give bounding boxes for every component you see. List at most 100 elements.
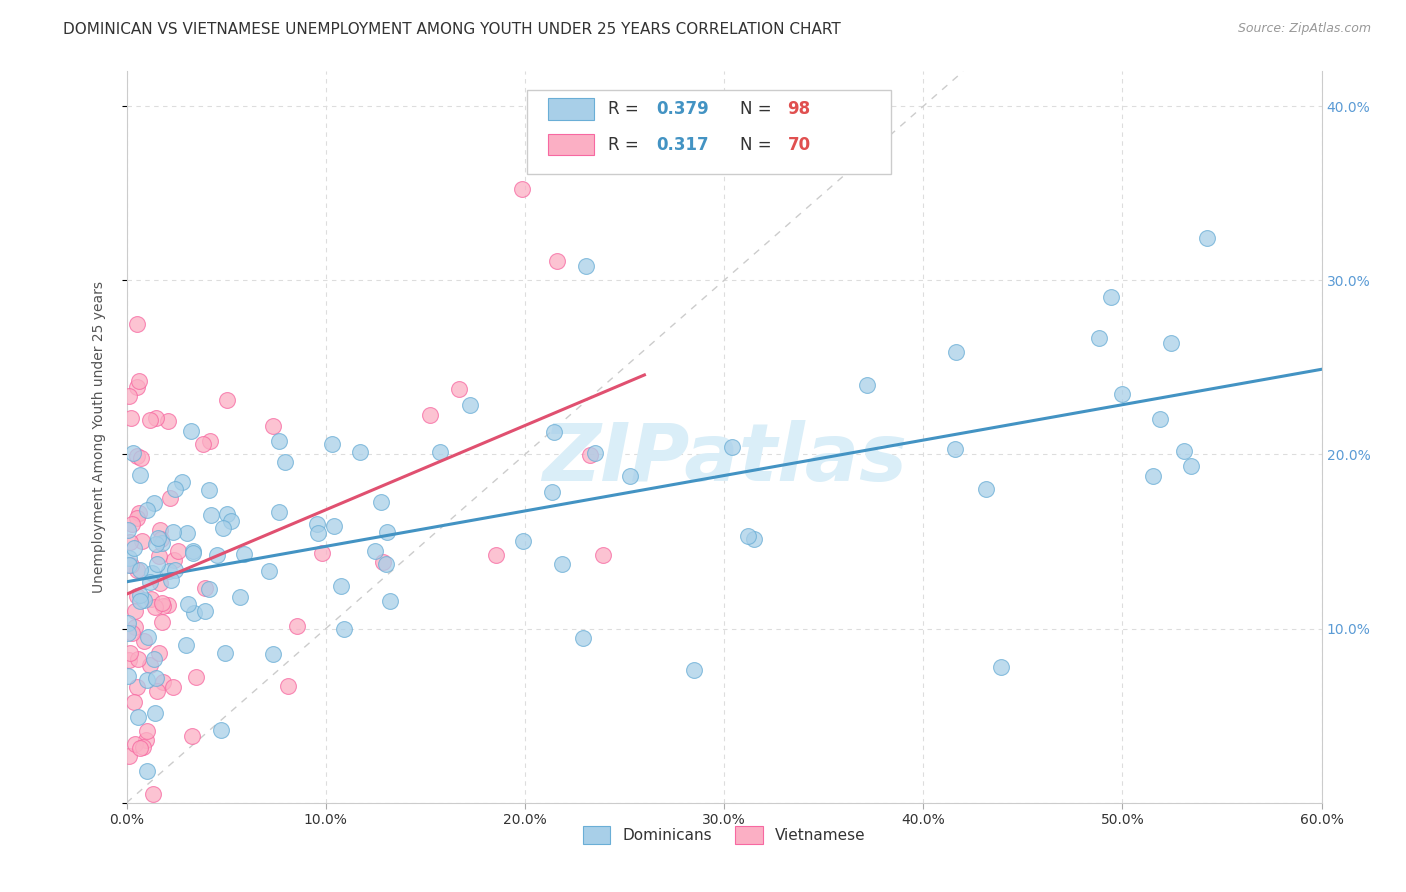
Point xyxy=(447,382,470,396)
Point xyxy=(364,544,387,558)
Point xyxy=(136,503,159,517)
Point xyxy=(117,616,139,631)
Point xyxy=(233,547,256,561)
Point xyxy=(349,444,371,458)
Point xyxy=(162,524,184,539)
Point xyxy=(141,566,163,580)
Text: DOMINICAN VS VIETNAMESE UNEMPLOYMENT AMONG YOUTH UNDER 25 YEARS CORRELATION CHAR: DOMINICAN VS VIETNAMESE UNEMPLOYMENT AMO… xyxy=(63,22,841,37)
Point xyxy=(579,448,602,462)
FancyBboxPatch shape xyxy=(527,90,891,174)
Point xyxy=(219,514,242,528)
Point xyxy=(143,599,166,614)
Point xyxy=(148,531,170,545)
Point xyxy=(124,620,146,634)
Point xyxy=(131,534,153,549)
Point xyxy=(262,419,284,434)
Point xyxy=(180,729,202,743)
Point xyxy=(194,581,217,595)
Point xyxy=(139,575,162,590)
Point xyxy=(370,495,392,509)
Point xyxy=(1111,387,1133,401)
Point xyxy=(277,680,299,694)
Point xyxy=(184,670,207,684)
FancyBboxPatch shape xyxy=(548,134,593,155)
Point xyxy=(159,491,181,505)
Point xyxy=(170,475,193,490)
Point xyxy=(117,668,139,682)
Point xyxy=(150,596,173,610)
Point xyxy=(737,529,759,543)
Point xyxy=(592,548,614,562)
Point xyxy=(215,392,238,407)
Point xyxy=(572,632,595,646)
Point xyxy=(166,544,188,558)
Text: N =: N = xyxy=(740,136,776,153)
Point xyxy=(157,564,180,578)
Point xyxy=(122,541,145,556)
Point xyxy=(136,631,159,645)
Point xyxy=(129,594,152,608)
Point xyxy=(132,634,155,648)
Point xyxy=(120,558,142,572)
Point xyxy=(135,673,157,688)
Point xyxy=(145,411,167,425)
Legend: Dominicans, Vietnamese: Dominicans, Vietnamese xyxy=(576,820,872,850)
Point xyxy=(118,558,141,572)
Point xyxy=(200,508,222,522)
Point xyxy=(543,425,565,439)
Point xyxy=(209,723,232,737)
Point xyxy=(943,442,966,457)
Point xyxy=(585,446,607,460)
Point xyxy=(125,680,148,694)
Point xyxy=(990,660,1012,674)
Point xyxy=(118,653,141,667)
Point xyxy=(1197,230,1219,244)
Point xyxy=(143,651,166,665)
Point xyxy=(127,563,149,577)
Point xyxy=(323,519,346,533)
Point xyxy=(176,525,198,540)
Point xyxy=(429,445,451,459)
Point xyxy=(165,482,187,496)
Point xyxy=(127,709,149,723)
Point xyxy=(945,344,967,359)
Point xyxy=(117,523,139,537)
Point xyxy=(125,589,148,603)
Point xyxy=(118,551,141,566)
Point xyxy=(127,652,149,666)
Point xyxy=(117,625,139,640)
Point xyxy=(152,675,174,690)
Point xyxy=(974,483,997,497)
Text: 0.317: 0.317 xyxy=(657,136,709,153)
Text: 70: 70 xyxy=(787,136,810,153)
Point xyxy=(546,254,568,268)
Point xyxy=(1088,330,1111,344)
Text: 0.379: 0.379 xyxy=(657,101,709,119)
Point xyxy=(129,588,152,602)
Point xyxy=(125,449,148,463)
Point xyxy=(485,548,508,562)
Point xyxy=(380,594,402,608)
Point xyxy=(143,706,166,720)
Point xyxy=(125,380,148,394)
Point xyxy=(214,646,236,660)
Text: 98: 98 xyxy=(787,101,810,119)
Point xyxy=(145,537,167,551)
Point xyxy=(512,182,534,196)
Point xyxy=(311,546,333,560)
Point xyxy=(124,603,146,617)
Point xyxy=(124,737,146,751)
Point xyxy=(122,446,145,460)
Point xyxy=(152,599,174,613)
Point xyxy=(118,535,141,549)
Point xyxy=(198,582,221,597)
Point xyxy=(1173,443,1195,458)
Point xyxy=(136,764,159,778)
Point xyxy=(194,604,217,618)
Point xyxy=(157,414,180,428)
Point xyxy=(1101,290,1123,304)
Point xyxy=(132,739,155,754)
Point xyxy=(148,549,170,564)
Point xyxy=(122,695,145,709)
Point xyxy=(267,434,290,448)
